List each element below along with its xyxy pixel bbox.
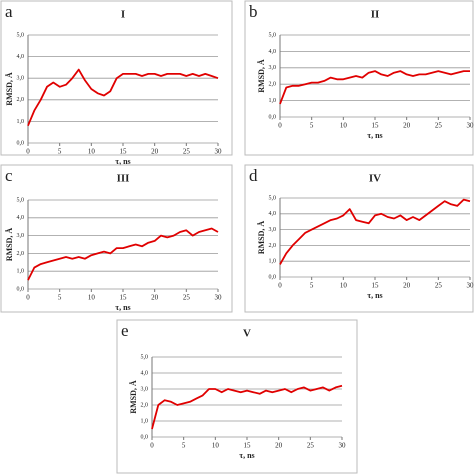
y-tick-label: 1,0 [269,259,277,265]
y-tick-label: 2,0 [17,97,25,103]
data-line [151,384,343,430]
data-line [279,70,470,105]
data-line [279,198,471,265]
y-tick-label: 1,0 [17,119,25,125]
x-tick-label: 5 [182,442,186,450]
x-tick-label: 30 [467,282,474,290]
y-tick-label: 5,0 [269,32,277,38]
y-tick-label: 2,0 [269,243,277,249]
y-tick-label: 5,0 [141,354,149,360]
x-tick-label: 20 [403,282,411,290]
panel-label: b [249,2,258,21]
y-tick-label: 2,0 [269,82,277,88]
x-tick-label: 20 [275,442,283,450]
chart-title: II [371,9,380,21]
y-axis-label: RMSD, Å [257,59,266,93]
panel-label: a [5,2,13,21]
x-tick-label: 0 [26,148,30,156]
data-line [27,68,219,127]
x-tick-label: 10 [212,442,220,450]
x-tick-label: 15 [120,294,128,302]
x-tick-label: 0 [278,282,282,290]
panel-label: d [249,166,258,185]
x-tick-label: 5 [310,282,314,290]
y-axis-label: RMSD, Å [5,72,14,106]
y-tick-label: 3,0 [269,65,277,71]
x-tick-label: 30 [215,294,223,302]
y-axis-label: RMSD, Å [5,228,14,262]
panel-frame [244,164,474,313]
y-tick-label: 1,0 [269,98,277,104]
chart-title: IV [369,173,381,185]
x-tick-label: 30 [339,442,347,450]
chart-title: III [117,173,130,185]
x-tick-label: 25 [435,122,443,130]
y-tick-label: 3,0 [17,76,25,82]
x-tick-label: 15 [372,122,380,130]
x-axis-label: τ, ns [367,131,382,140]
chart-title: V [243,328,251,340]
y-tick-label: 3,0 [269,227,277,233]
y-tick-label: 1,0 [141,418,149,424]
y-tick-label: 4,0 [141,370,149,376]
x-tick-label: 0 [150,442,154,450]
x-tick-label: 25 [183,294,191,302]
x-tick-label: 5 [58,294,62,302]
x-tick-label: 5 [310,122,314,130]
panel-frame [116,319,358,474]
y-tick-label: 0,0 [17,140,25,146]
x-axis-label: τ, ns [115,157,130,166]
x-tick-label: 0 [26,294,30,302]
y-tick-label: 0,0 [17,286,25,292]
x-tick-label: 25 [435,282,443,290]
y-tick-label: 4,0 [17,215,25,221]
y-tick-label: 3,0 [141,386,149,392]
x-tick-label: 30 [467,122,474,130]
x-axis-label: τ, ns [239,451,254,460]
x-tick-label: 10 [340,122,348,130]
panel-frame [244,0,474,156]
y-tick-label: 4,0 [269,49,277,55]
x-tick-label: 5 [58,148,62,156]
x-tick-label: 10 [340,282,348,290]
y-tick-label: 0,0 [269,274,277,280]
y-tick-label: 4,0 [269,211,277,217]
y-axis-label: RMSD, Å [129,380,138,414]
y-axis-label: RMSD, Å [257,221,266,255]
panel-label: c [5,166,13,185]
x-tick-label: 15 [372,282,380,290]
x-tick-label: 10 [88,148,96,156]
chart-title: I [121,9,125,21]
y-tick-label: 0,0 [141,434,149,440]
x-axis-label: τ, ns [367,291,382,300]
data-line [27,227,219,281]
y-tick-label: 5,0 [17,197,25,203]
x-tick-label: 15 [244,442,252,450]
x-axis-label: τ, ns [115,303,130,312]
panel-label: e [121,321,129,340]
x-tick-label: 25 [183,148,191,156]
x-tick-label: 20 [151,148,159,156]
y-tick-label: 2,0 [141,402,149,408]
y-tick-label: 1,0 [17,269,25,275]
y-tick-label: 0,0 [269,114,277,120]
x-tick-label: 25 [307,442,315,450]
x-tick-label: 20 [403,122,411,130]
x-tick-label: 15 [120,148,128,156]
x-tick-label: 0 [278,122,282,130]
y-tick-label: 5,0 [269,195,277,201]
y-tick-label: 3,0 [17,233,25,239]
panel-frame [0,164,233,313]
y-tick-label: 4,0 [17,54,25,60]
x-tick-label: 20 [151,294,159,302]
y-tick-label: 2,0 [17,251,25,257]
y-tick-label: 5,0 [17,32,25,38]
x-tick-label: 10 [88,294,96,302]
x-tick-label: 30 [215,148,223,156]
